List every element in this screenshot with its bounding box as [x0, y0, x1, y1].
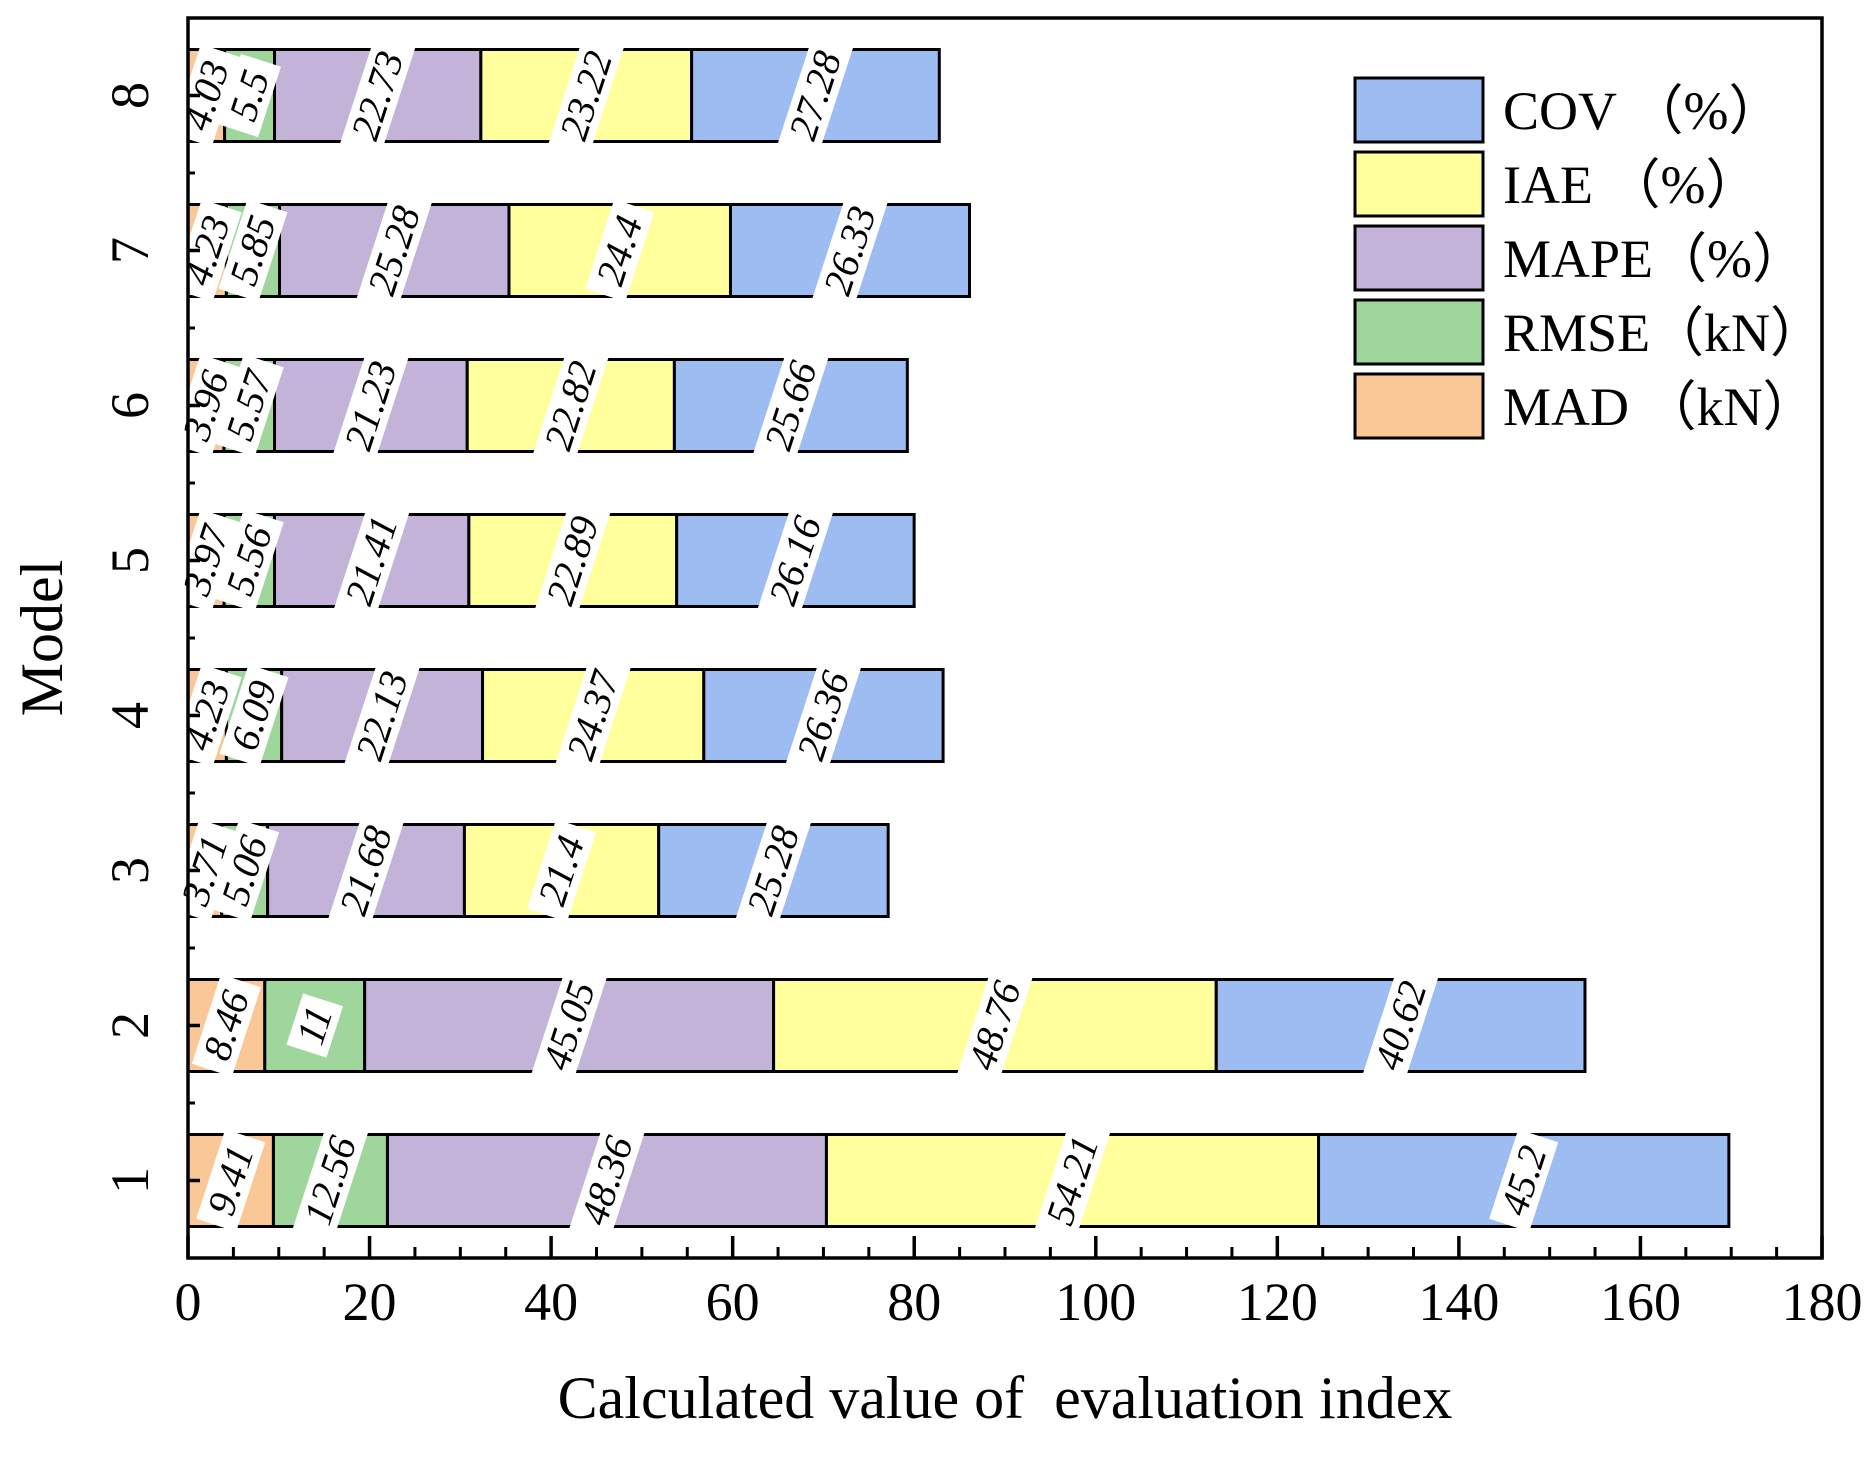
legend: COV （%） IAE （%） MAPE（%） RMSE（kN） MAD （kN） [1353, 76, 1824, 440]
data-label-bg [753, 344, 829, 467]
data-label-bg [219, 664, 289, 767]
data-label-bg [957, 964, 1033, 1087]
data-label-bg [172, 664, 242, 767]
data-label-bg [356, 189, 432, 312]
data-label-bg [531, 964, 607, 1087]
data-label-bg [172, 199, 242, 302]
data-label-cov-model-7: 26.33 [812, 189, 888, 312]
data-label-bg [340, 34, 416, 157]
data-label-bg [191, 974, 261, 1077]
data-label-bg [555, 654, 631, 777]
data-label-bg [735, 809, 812, 932]
data-label-bg [196, 1129, 266, 1232]
y-tick-label-model-2: 2 [100, 1012, 160, 1039]
data-label-bg [777, 34, 854, 157]
data-label-bg [812, 189, 888, 312]
data-label-bg [218, 199, 288, 302]
y-axis-title: Model [9, 560, 75, 717]
legend-swatch-cov[interactable] [1353, 76, 1485, 144]
x-tick-label: 60 [706, 1272, 760, 1332]
x-tick-label: 180 [1782, 1272, 1863, 1332]
data-label-bg [1034, 1119, 1111, 1242]
x-tick-label: 0 [175, 1272, 202, 1332]
data-label-rmse-model-2: 11 [286, 993, 344, 1058]
axes-group: 0 20 40 60 80 100 120 140 160 180 1 2 3 4 5 6 7 8 [100, 16, 1863, 1332]
legend-label-mad[interactable]: MAD （kN） [1503, 377, 1817, 437]
y-tick-label-model-6: 6 [100, 392, 160, 419]
data-label-bg [533, 344, 609, 467]
data-label-bg [585, 199, 655, 302]
data-label-bg [214, 509, 284, 612]
data-label-bg [1363, 964, 1439, 1087]
x-tick-label: 140 [1418, 1272, 1499, 1332]
data-label-bg [344, 654, 420, 777]
legend-swatch-mad[interactable] [1353, 372, 1485, 440]
data-label-bg [328, 809, 404, 932]
legend-label-cov[interactable]: COV （%） [1503, 81, 1783, 141]
data-label-bg [757, 499, 833, 622]
y-tick-label-model-5: 5 [100, 547, 160, 574]
x-tick-label: 40 [524, 1272, 578, 1332]
data-label-rmse-model-1: 12.56 [292, 1119, 369, 1242]
x-tick-label: 100 [1055, 1272, 1136, 1332]
y-tick-label-model-1: 1 [100, 1167, 160, 1194]
x-tick-label: 80 [887, 1272, 941, 1332]
x-tick-label: 120 [1237, 1272, 1318, 1332]
data-label-bg [334, 499, 410, 622]
data-label-bg [210, 819, 280, 922]
data-labels-group: 9.41 12.56 48.36 54.21 45.28.46 11 45.05 48.76 4… [170, 34, 1559, 1242]
data-label-bg [333, 344, 409, 467]
data-label-bg [292, 1119, 369, 1242]
y-tick-label-model-3: 3 [100, 857, 160, 884]
x-tick-label: 20 [343, 1272, 397, 1332]
y-tick-label-model-4: 4 [100, 702, 160, 729]
legend-swatch-iae[interactable] [1353, 150, 1485, 218]
data-label-bg [785, 654, 862, 777]
data-label-bg [527, 819, 597, 922]
data-label-bg [218, 53, 281, 138]
y-tick-label-model-8: 8 [100, 82, 160, 109]
legend-label-iae[interactable]: IAE （%） [1503, 155, 1759, 215]
legend-label-rmse[interactable]: RMSE（kN） [1503, 303, 1824, 363]
legend-swatch-rmse[interactable] [1353, 298, 1485, 366]
data-label-bg [1489, 1129, 1559, 1232]
legend-label-mape[interactable]: MAPE（%） [1503, 229, 1806, 289]
legend-swatch-mape[interactable] [1353, 224, 1485, 292]
data-label-bg [286, 993, 344, 1058]
data-label-bg [548, 34, 624, 157]
data-label-bg [535, 499, 611, 622]
y-tick-label-model-7: 7 [100, 237, 160, 264]
x-axis-title: Calculated value of evaluation index [558, 1365, 1453, 1431]
x-tick-label: 160 [1600, 1272, 1681, 1332]
data-label-bg [214, 354, 284, 457]
data-label-bg [569, 1119, 645, 1242]
